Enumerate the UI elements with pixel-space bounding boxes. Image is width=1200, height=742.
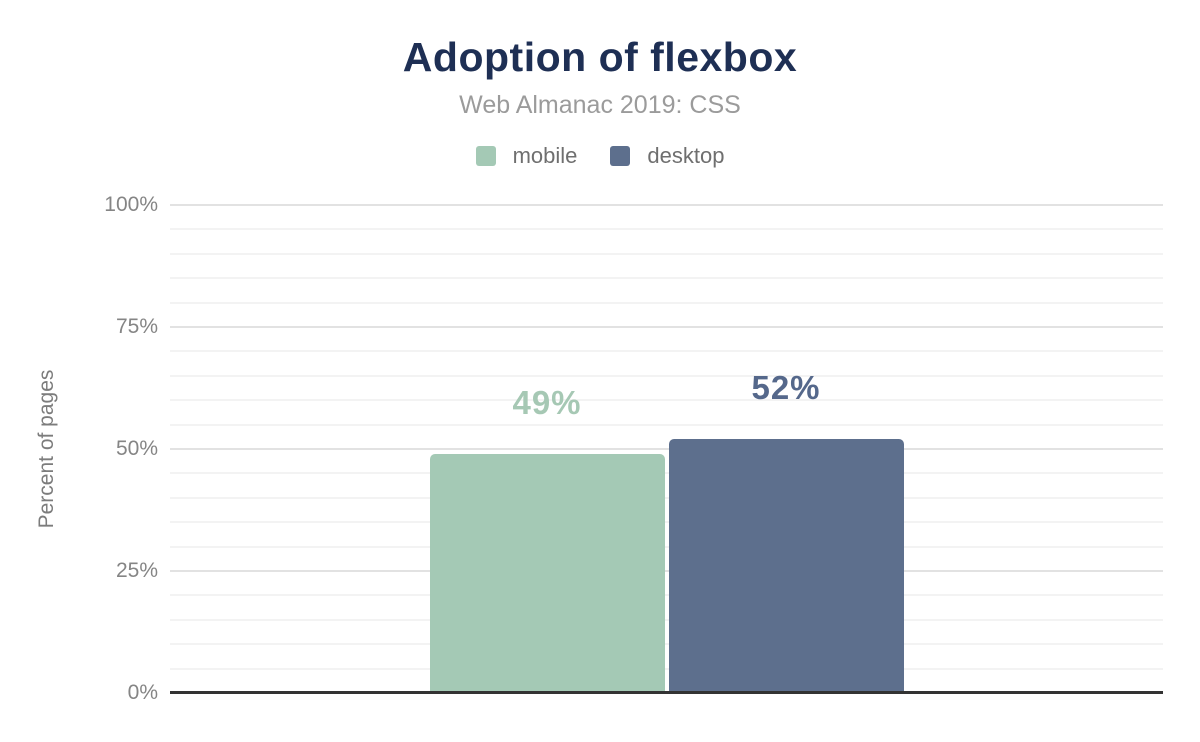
- bars: 49% 52%: [170, 205, 1163, 693]
- chart-subtitle: Web Almanac 2019: CSS: [459, 91, 741, 119]
- y-tick-25: 25%: [115, 559, 158, 582]
- legend-swatch-mobile-icon: [475, 146, 496, 166]
- chart-title: Adoption of flexbox: [402, 34, 798, 80]
- bar-mobile[interactable]: 49%: [429, 384, 665, 693]
- gridline-100: [170, 204, 1163, 206]
- y-tick-75: 75%: [115, 315, 158, 338]
- y-tick-100: 100%: [104, 193, 158, 216]
- legend: mobile desktop: [0, 143, 1200, 169]
- x-axis-line: [170, 691, 1163, 694]
- legend-item-desktop: desktop: [610, 143, 724, 169]
- gridline-90: [170, 252, 1163, 255]
- gridline-35: [170, 521, 1163, 524]
- bar-label-desktop: 52%: [751, 369, 821, 407]
- gridline-85: [170, 277, 1163, 280]
- gridline-5: [170, 667, 1163, 670]
- gridline-75: [170, 326, 1163, 328]
- gridline-45: [170, 472, 1163, 475]
- gridline-65: [170, 374, 1163, 377]
- gridline-60: [170, 399, 1163, 402]
- gridline-30: [170, 545, 1163, 548]
- gridline-15: [170, 618, 1163, 621]
- y-tick-0: 0%: [127, 681, 158, 704]
- y-axis-title: Percent of pages: [35, 369, 58, 529]
- legend-item-mobile: mobile: [475, 143, 578, 169]
- gridline-10: [170, 643, 1163, 646]
- legend-label-desktop: desktop: [647, 143, 725, 168]
- gridline-50: [170, 448, 1163, 450]
- gridline-40: [170, 496, 1163, 499]
- y-tick-50: 50%: [115, 437, 158, 460]
- gridline-20: [170, 594, 1163, 597]
- gridline-70: [170, 350, 1163, 353]
- gridline-80: [170, 301, 1163, 304]
- gridline-25: [170, 570, 1163, 572]
- legend-swatch-desktop-icon: [610, 146, 631, 166]
- legend-label-mobile: mobile: [512, 143, 578, 168]
- gridline-95: [170, 228, 1163, 231]
- plot-area: 0% 25% 50% 75% 100% 49% 52%: [104, 193, 1163, 704]
- gridline-55: [170, 423, 1163, 426]
- bar-desktop[interactable]: 52%: [668, 369, 904, 693]
- bar-label-mobile: 49%: [512, 383, 582, 421]
